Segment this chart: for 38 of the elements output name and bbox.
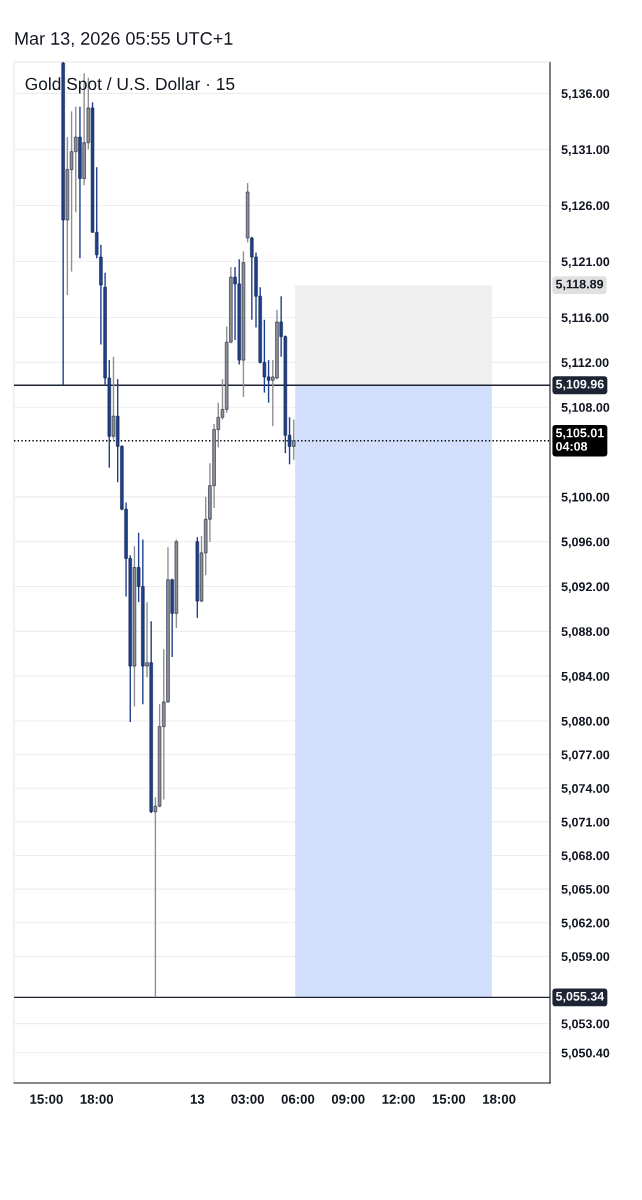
y-tick-label: 5,065.00 (561, 884, 610, 896)
y-tick-label: 5,071.00 (561, 817, 610, 829)
x-tick-label: 12:00 (382, 1094, 415, 1104)
x-tick-label: 06:00 (281, 1094, 315, 1104)
y-tick-label: 5,088.00 (561, 627, 610, 638)
y-tick-label: 5,116.00 (561, 313, 609, 324)
x-tick-label: 09:00 (331, 1094, 365, 1104)
y-tick-label: 5,050.40 (561, 1048, 610, 1060)
ref-line-label: 5,109.96 (555, 379, 604, 391)
y-tick-label: 5,108.00 (561, 402, 610, 414)
ref-line-label: 5,055.34 (555, 991, 605, 1003)
y-tick-label: 5,100.00 (561, 492, 610, 504)
y-tick-label: 5,121.00 (561, 257, 610, 268)
ref-line-label: 5,105.01 04:08 (555, 428, 604, 451)
y-tick-label: 5,053.00 (561, 1019, 610, 1031)
y-tick-label: 5,126.00 (561, 201, 610, 212)
y-tick-label: 5,136.00 (561, 89, 610, 100)
text: Gold Spot / U.S. Dollar · 15 (25, 77, 235, 94)
y-tick-label: 5,112.00 (561, 358, 609, 369)
y-tick-label: 5,084.00 (561, 671, 610, 683)
text: 5,118.89 (555, 279, 604, 291)
y-tick-label: 5,077.00 (561, 750, 610, 762)
y-tick-label: 5,074.00 (561, 784, 610, 795)
y-tick-label: 5,092.00 (561, 582, 610, 593)
y-tick-label: 5,080.00 (561, 716, 610, 728)
x-tick-label: 18:00 (80, 1094, 114, 1104)
x-tick-label: 18:00 (483, 1094, 516, 1104)
y-tick-label: 5,062.00 (561, 918, 610, 930)
y-tick-label: 5,096.00 (561, 537, 610, 549)
x-tick-label: 03:00 (231, 1094, 264, 1104)
y-tick-label: 5,068.00 (561, 851, 610, 862)
y-tick-label: 5,059.00 (561, 952, 610, 963)
y-tick-label: 5,131.00 (561, 145, 610, 156)
candlestick (266, 359, 271, 404)
x-tick-label: 15:00 (30, 1094, 63, 1104)
text: Mar 13, 2026 05:55 UTC+1 (15, 32, 233, 47)
x-tick-label: 15:00 (432, 1094, 466, 1104)
x-tick-label: 13 (190, 1094, 205, 1104)
